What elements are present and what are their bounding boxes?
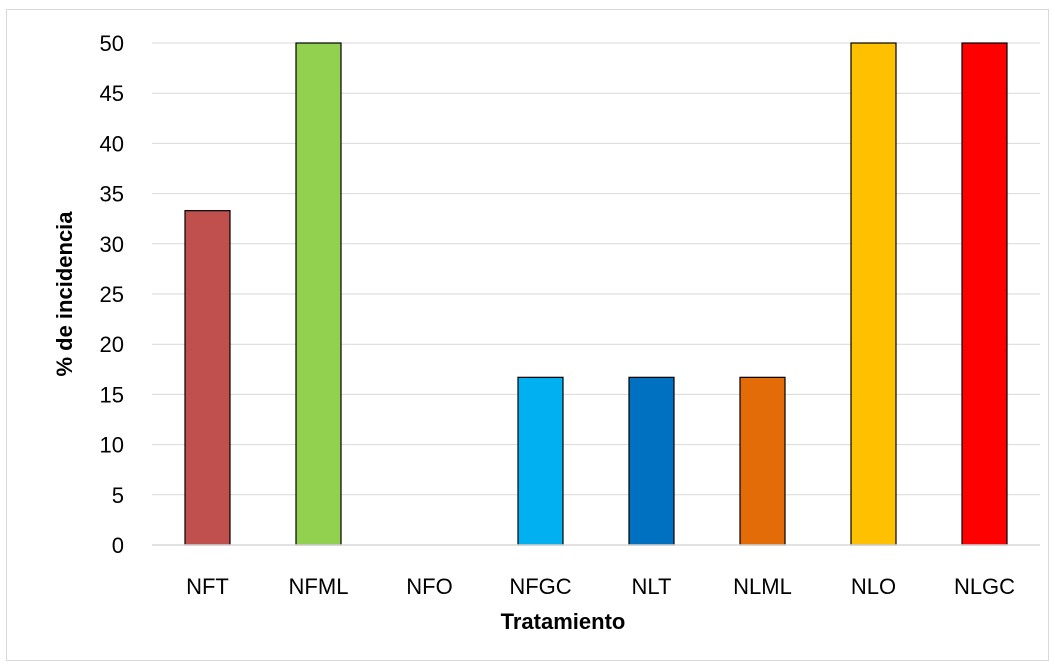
bar-nft	[184, 210, 231, 546]
bar-nlgc	[961, 42, 1008, 546]
bar-nlt	[628, 376, 675, 546]
x-tick-label: NLO	[851, 574, 896, 599]
x-tick-label: NFGC	[509, 574, 571, 599]
y-tick-label: 30	[100, 232, 124, 257]
y-axis-title: % de incidencia	[52, 211, 77, 377]
bar-nlo	[850, 42, 897, 546]
bar-nfgc	[517, 376, 564, 546]
y-tick-label: 5	[112, 483, 124, 508]
gridlines	[152, 42, 1040, 496]
x-tick-label: NLGC	[954, 574, 1015, 599]
x-tick-label: NLML	[733, 574, 792, 599]
x-tick-label: NFO	[406, 574, 452, 599]
y-tick-label: 50	[100, 31, 124, 56]
y-tick-label: 25	[100, 282, 124, 307]
x-tick-label: NLT	[632, 574, 672, 599]
y-tick-label: 0	[112, 533, 124, 558]
x-tick-labels: NFT NFML NFO NFGC NLT NLML NLO NLGC	[186, 574, 1015, 599]
y-tick-label: 45	[100, 81, 124, 106]
y-tick-labels: 0 5 10 15 20 25 30 35 40 45 50	[100, 31, 124, 558]
bar-nlml	[739, 376, 786, 546]
y-tick-label: 20	[100, 332, 124, 357]
x-axis-title: Tratamiento	[501, 609, 626, 634]
bar-nfml	[295, 42, 342, 546]
x-tick-label: NFT	[186, 574, 229, 599]
y-tick-label: 40	[100, 131, 124, 156]
x-tick-label: NFML	[289, 574, 349, 599]
y-tick-label: 10	[100, 433, 124, 458]
y-tick-label: 15	[100, 382, 124, 407]
y-tick-label: 35	[100, 182, 124, 207]
